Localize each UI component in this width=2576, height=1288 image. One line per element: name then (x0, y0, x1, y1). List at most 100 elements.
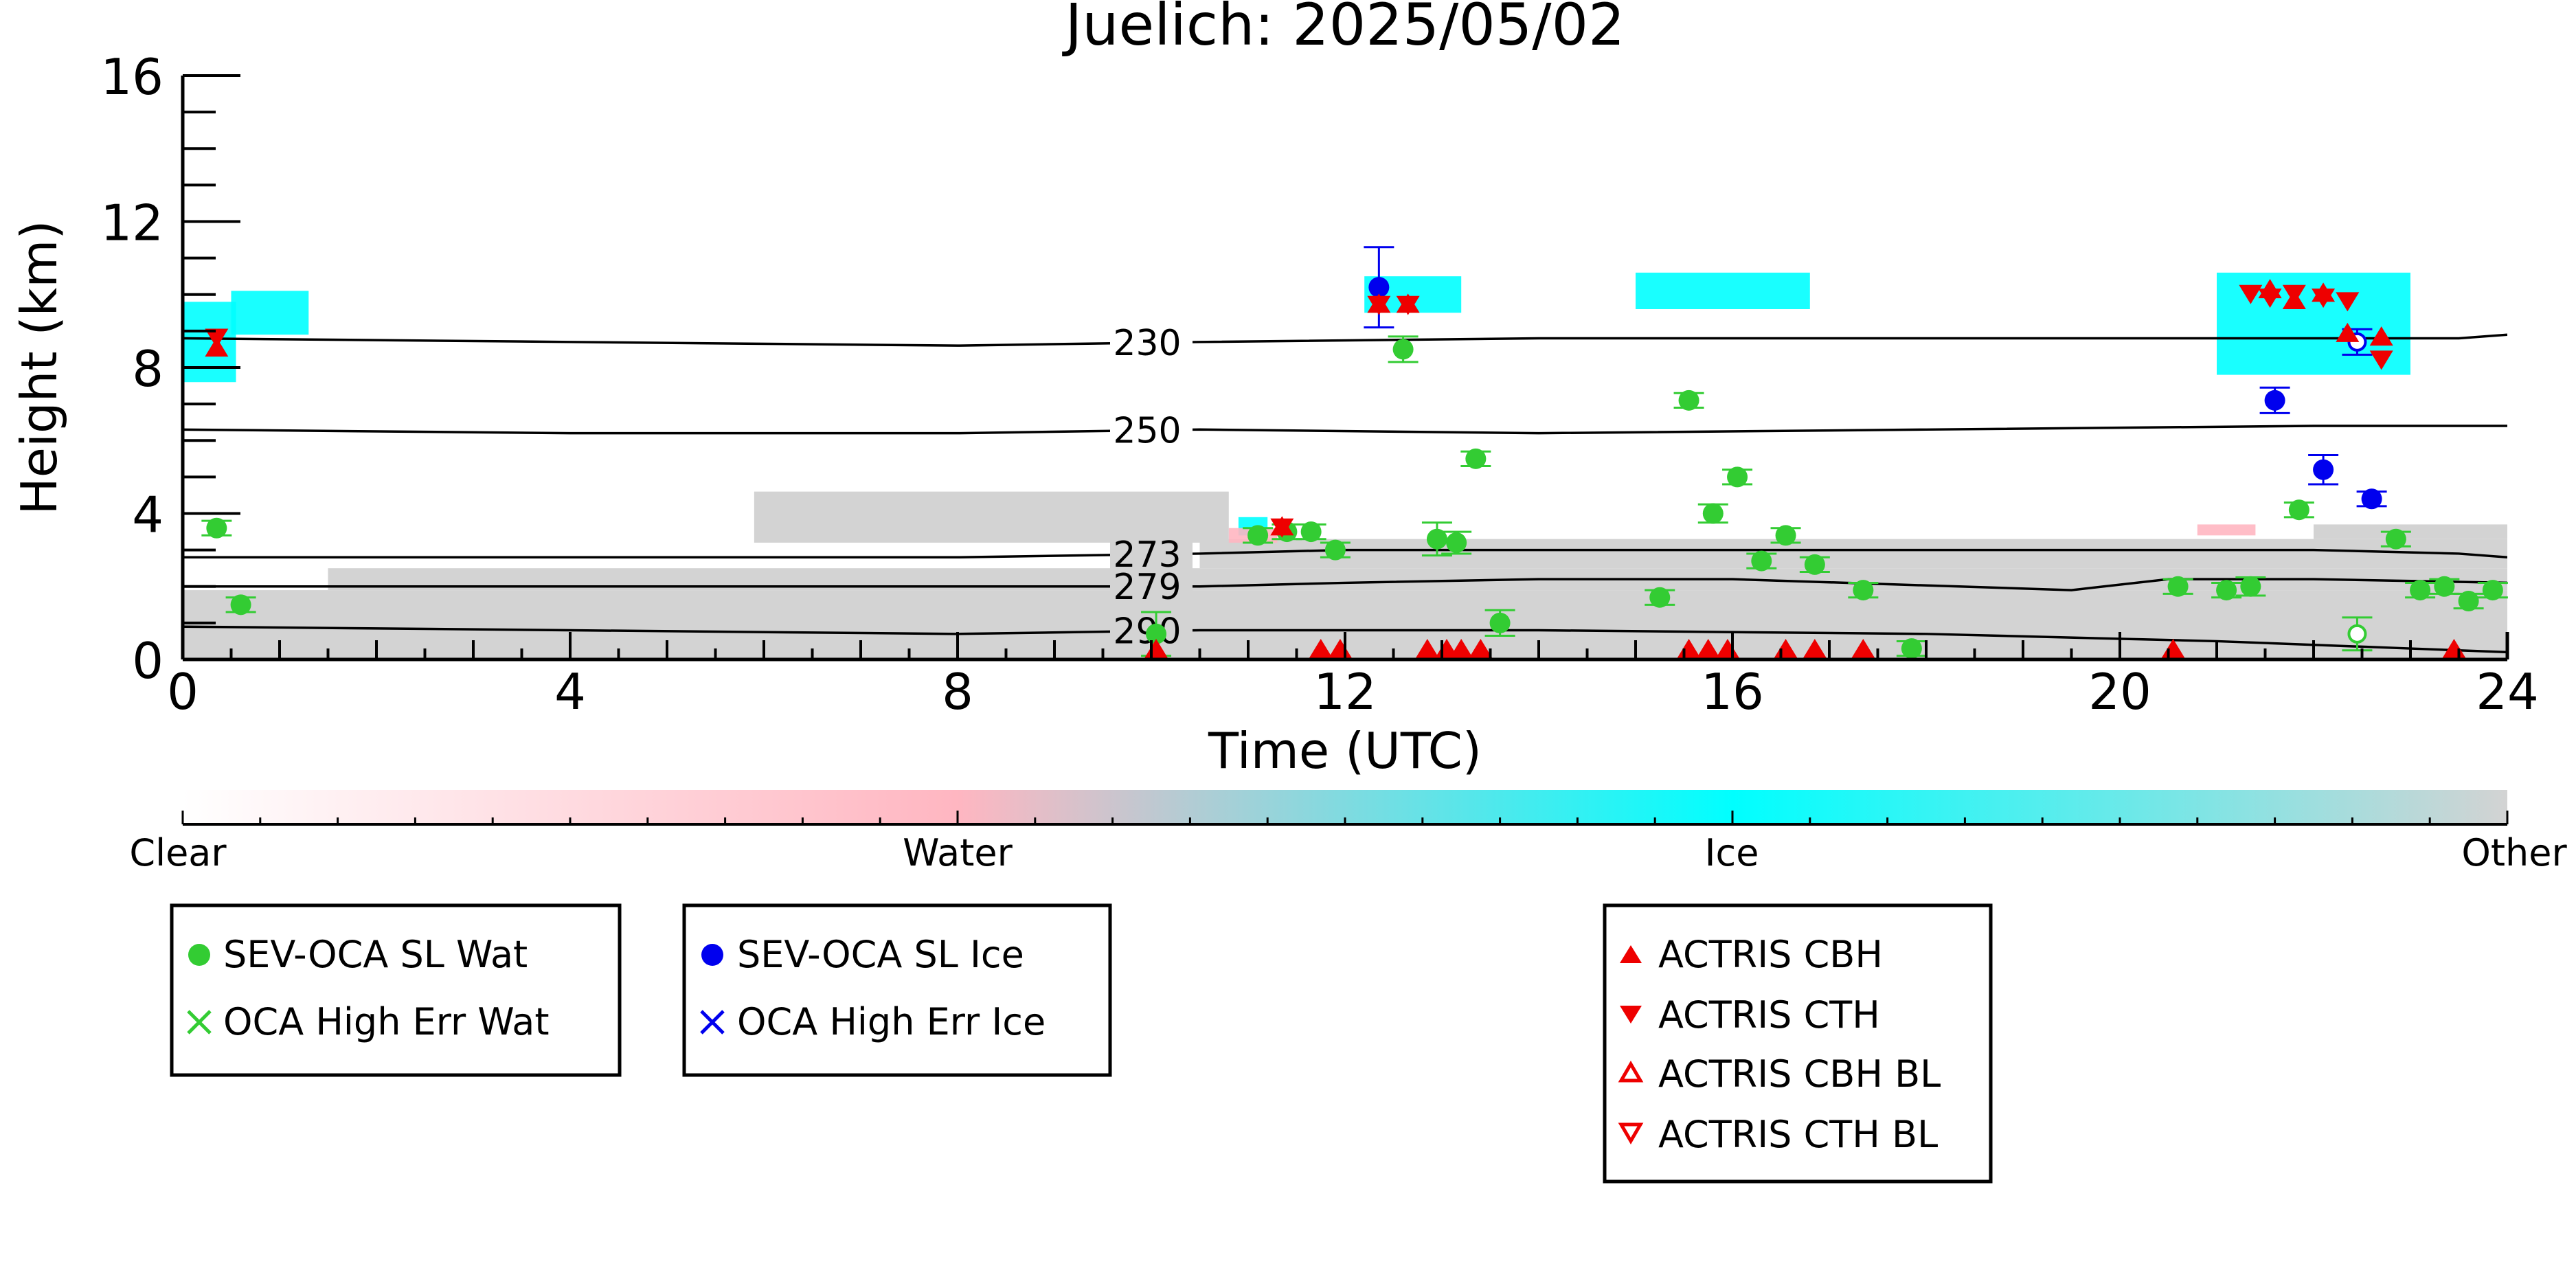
point-actris-cbh-7 (2336, 322, 2360, 342)
point-sev-oca-sl-wat-21 (2167, 576, 2189, 597)
point-sev-oca-sl-ice-0 (1368, 277, 1390, 298)
legend-label-actris-cbh-bl: ACTRIS CBH BL (1658, 1052, 1941, 1096)
point-actris-cbh-15 (1469, 639, 1493, 658)
class-patch-other-4 (754, 491, 1229, 543)
legend-marker-actris-cth-bl (1618, 1122, 1644, 1144)
contour-label-273: 273 (1113, 534, 1181, 576)
point-sev-oca-sl-wat-16 (1751, 550, 1772, 572)
point-sev-oca-sl-ice-1 (2264, 389, 2285, 411)
legend-marker-oca-high-err-ice (700, 1010, 725, 1035)
point-sev-oca-sl-wat-17 (1775, 525, 1796, 546)
point-sev-oca-sl-wat-open--0 (2347, 624, 2367, 644)
y-tick-label-12: 12 (100, 194, 163, 252)
chart-title: Juelich: 2025/05/02 (1062, 0, 1625, 58)
legend-label-actris-cth: ACTRIS CTH (1658, 993, 1880, 1037)
legends: SEV-OCA SL Wat OCA High Err Wat SEV-OCA … (170, 903, 1993, 1184)
temperature-contours: 230250273279290 (183, 323, 2507, 654)
y-axis-label: Height (km) (10, 221, 68, 515)
legend-marker-oca-high-err-wat (187, 1010, 212, 1035)
point-sev-oca-sl-wat-12 (1649, 587, 1671, 608)
colorbar-label-water: Water (903, 831, 1013, 874)
point-sev-oca-sl-wat-8 (1426, 528, 1447, 550)
colorbar: Clear Water Ice Other (129, 790, 2567, 874)
colorbar-ticks (181, 811, 2509, 824)
legend-label-actris-cbh: ACTRIS CBH (1658, 933, 1883, 976)
point-actris-cth-2 (1367, 295, 1391, 315)
point-actris-cbh-12 (1415, 639, 1439, 658)
point-sev-oca-sl-wat-5 (1300, 521, 1322, 543)
class-patch-ice-5 (183, 302, 236, 383)
legend-label-oca-high-err-wat: OCA High Err Wat (223, 1000, 550, 1043)
legend-marker-sev-oca-sl-wat (188, 944, 210, 966)
point-sev-oca-sl-wat-15 (1727, 466, 1748, 488)
point-sev-oca-sl-wat-25 (2385, 528, 2406, 550)
point-sev-oca-sl-wat-3 (1247, 525, 1269, 546)
colorbar-label-clear: Clear (129, 831, 227, 874)
point-actris-cth-9 (2369, 350, 2393, 370)
x-tick-label-0: 0 (167, 663, 199, 721)
y-tick-label-4: 4 (132, 486, 163, 544)
contour-line-279 (183, 578, 2507, 591)
point-actris-cth-7 (2312, 289, 2336, 308)
point-sev-oca-sl-wat-20 (1901, 638, 1922, 659)
point-sev-oca-sl-wat-14 (1702, 503, 1724, 524)
legend-label-oca-high-err-ice: OCA High Err Ice (737, 1000, 1046, 1043)
legend-marker-actris-cth (1620, 1006, 1642, 1024)
class-patch-ice-8 (1636, 272, 1810, 309)
contour-line-250 (183, 425, 2507, 435)
class-patch-ice-6 (231, 291, 309, 335)
contour-label-230: 230 (1113, 323, 1181, 364)
point-sev-oca-sl-wat-27 (2434, 576, 2455, 597)
legend-marker-sev-oca-sl-ice (701, 944, 723, 966)
x-tick-label-4: 4 (554, 663, 586, 721)
point-actris-cth-5 (2258, 289, 2282, 308)
point-sev-oca-sl-wat-23 (2240, 576, 2261, 597)
point-sev-oca-sl-wat-19 (1853, 580, 1874, 601)
contour-line-273 (183, 548, 2507, 558)
point-sev-oca-sl-wat-0 (206, 517, 227, 539)
class-patch-water-12 (2197, 524, 2256, 536)
y-tick-label-16: 16 (100, 48, 163, 106)
legend-ice: SEV-OCA SL Ice OCA High Err Ice (682, 903, 1112, 1077)
x-axis-label: Time (UTC) (1208, 722, 1482, 780)
point-sev-oca-sl-wat-7 (1392, 339, 1414, 360)
legend-label-actris-cth-bl: ACTRIS CTH BL (1658, 1113, 1938, 1156)
point-actris-cth-4 (2239, 284, 2263, 304)
point-actris-cbh-8 (2369, 326, 2393, 346)
point-sev-oca-sl-ice-2 (2313, 459, 2334, 480)
point-sev-oca-sl-wat-29 (2482, 580, 2503, 601)
contour-label-250: 250 (1113, 410, 1181, 451)
point-sev-oca-sl-wat-1 (230, 594, 251, 615)
point-sev-oca-sl-wat-6 (1324, 539, 1346, 561)
legend-water-frame (170, 903, 622, 1077)
x-tick-label-20: 20 (2088, 663, 2151, 721)
point-sev-oca-sl-wat-26 (2410, 580, 2431, 601)
point-sev-oca-sl-wat-2 (1146, 623, 1167, 644)
contour-label-bg-230 (1110, 326, 1193, 359)
legend-marker-actris-cbh (1620, 945, 1642, 963)
legend-label-sev-oca-sl-wat: SEV-OCA SL Wat (223, 933, 528, 976)
x-tick-label-24: 24 (2476, 663, 2539, 721)
contour-label-bg-273 (1110, 538, 1193, 571)
point-sev-oca-sl-ice-3 (2361, 488, 2382, 510)
point-actris-cth-3 (1396, 295, 1420, 315)
y-tick-label-8: 8 (132, 340, 163, 398)
point-actris-cbh-17 (1696, 639, 1720, 658)
point-actris-cbh-14 (1449, 639, 1473, 658)
point-sev-oca-sl-wat-10 (1465, 448, 1487, 469)
contour-label-bg-279 (1110, 569, 1193, 603)
point-sev-oca-sl-wat-13 (1678, 389, 1699, 411)
legend-actris: ACTRIS CBH ACTRIS CTH ACTRIS CBH BL ACTR… (1603, 903, 1993, 1184)
point-sev-oca-sl-wat-24 (2288, 499, 2309, 521)
x-tick-label-12: 12 (1313, 663, 1377, 721)
legend-label-sev-oca-sl-ice: SEV-OCA SL Ice (737, 933, 1024, 976)
plot-axes: 0 4 8 12 16 0 4 8 12 16 20 24 (100, 48, 2538, 721)
class-patch-other-2 (1199, 539, 2507, 569)
contour-label-bg-250 (1110, 414, 1193, 447)
point-actris-cbh-10 (1309, 639, 1333, 658)
x-tick-label-8: 8 (942, 663, 973, 721)
point-actris-cth-6 (2282, 284, 2306, 304)
point-sev-oca-sl-wat-28 (2458, 591, 2479, 611)
point-actris-cth-8 (2336, 292, 2360, 312)
